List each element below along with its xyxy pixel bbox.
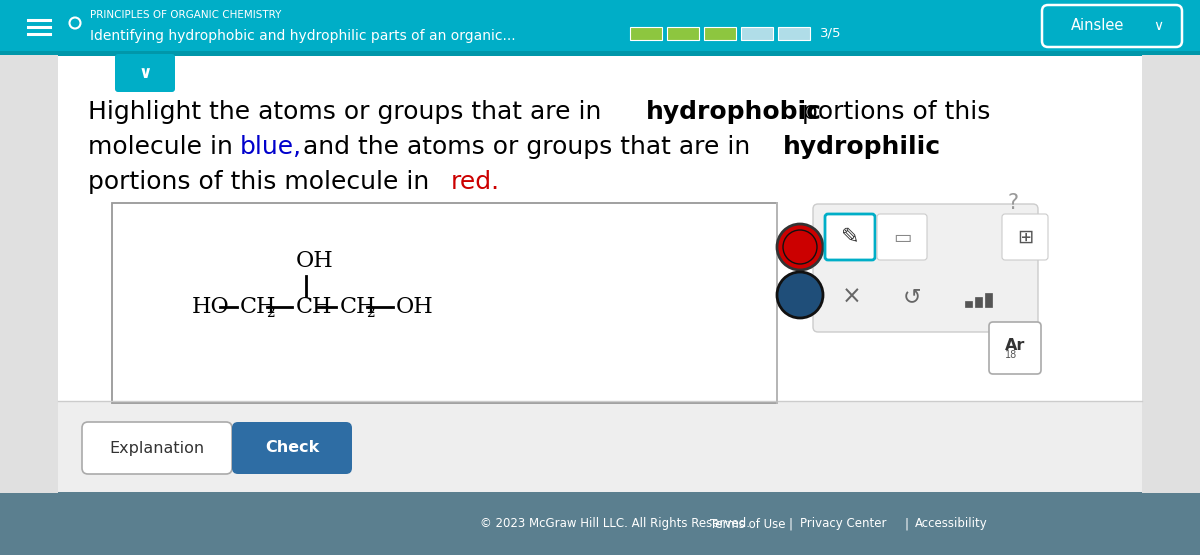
FancyBboxPatch shape	[826, 214, 875, 260]
Text: OH: OH	[296, 250, 334, 272]
Text: hydrophobic: hydrophobic	[646, 100, 822, 124]
Text: 18: 18	[1006, 350, 1018, 360]
Text: Identifying hydrophobic and hydrophilic parts of an organic...: Identifying hydrophobic and hydrophilic …	[90, 29, 516, 43]
Text: ⊞: ⊞	[1016, 228, 1033, 246]
Text: CH: CH	[296, 296, 332, 318]
Circle shape	[778, 272, 823, 318]
Text: and the atoms or groups that are in: and the atoms or groups that are in	[295, 135, 758, 159]
FancyBboxPatch shape	[0, 55, 58, 493]
Text: 3/5: 3/5	[820, 27, 841, 39]
Text: |: |	[790, 517, 793, 531]
FancyBboxPatch shape	[989, 322, 1042, 374]
Circle shape	[784, 230, 817, 264]
FancyBboxPatch shape	[115, 54, 175, 92]
Text: ∨: ∨	[1153, 19, 1163, 33]
Text: Privacy Center: Privacy Center	[800, 517, 887, 531]
Text: 2: 2	[266, 306, 275, 320]
Text: ?: ?	[1008, 193, 1019, 213]
FancyBboxPatch shape	[1002, 214, 1048, 260]
Text: Accessibility: Accessibility	[916, 517, 988, 531]
Text: |: |	[904, 517, 908, 531]
Text: Check: Check	[265, 441, 319, 456]
FancyBboxPatch shape	[232, 422, 352, 474]
Text: hydrophilic: hydrophilic	[784, 135, 941, 159]
FancyBboxPatch shape	[814, 204, 1038, 332]
FancyBboxPatch shape	[0, 492, 1200, 555]
Text: ↺: ↺	[902, 287, 922, 307]
Text: Ar: Ar	[1006, 337, 1025, 352]
FancyBboxPatch shape	[112, 203, 778, 403]
Text: © 2023 McGraw Hill LLC. All Rights Reserved.: © 2023 McGraw Hill LLC. All Rights Reser…	[480, 517, 750, 531]
FancyBboxPatch shape	[742, 27, 773, 39]
FancyBboxPatch shape	[0, 51, 1200, 56]
Text: molecule in: molecule in	[88, 135, 241, 159]
Text: PRINCIPLES OF ORGANIC CHEMISTRY: PRINCIPLES OF ORGANIC CHEMISTRY	[90, 10, 281, 20]
FancyBboxPatch shape	[965, 301, 972, 307]
FancyBboxPatch shape	[704, 27, 736, 39]
Text: blue,: blue,	[240, 135, 302, 159]
Text: red.: red.	[451, 170, 500, 194]
FancyBboxPatch shape	[0, 0, 1200, 52]
FancyBboxPatch shape	[82, 422, 232, 474]
Text: Explanation: Explanation	[109, 441, 204, 456]
Text: 2: 2	[366, 306, 374, 320]
FancyBboxPatch shape	[985, 293, 992, 307]
Text: CH: CH	[340, 296, 377, 318]
FancyBboxPatch shape	[58, 55, 1142, 493]
Text: CH: CH	[240, 296, 276, 318]
FancyBboxPatch shape	[667, 27, 698, 39]
Text: ×: ×	[842, 285, 862, 309]
Text: Terms of Use: Terms of Use	[710, 517, 786, 531]
Text: portions of this molecule in: portions of this molecule in	[88, 170, 437, 194]
FancyBboxPatch shape	[1142, 55, 1200, 493]
Text: OH: OH	[396, 296, 433, 318]
Text: ▭: ▭	[893, 228, 911, 246]
FancyBboxPatch shape	[778, 27, 810, 39]
Text: portions of this: portions of this	[794, 100, 990, 124]
FancyBboxPatch shape	[58, 401, 1142, 493]
Text: Ainslee: Ainslee	[1072, 18, 1124, 33]
Text: Highlight the atoms or groups that are in: Highlight the atoms or groups that are i…	[88, 100, 610, 124]
Text: ∨: ∨	[138, 64, 151, 82]
Text: HO: HO	[192, 296, 229, 318]
FancyBboxPatch shape	[877, 214, 928, 260]
Circle shape	[778, 224, 823, 270]
Text: ✎: ✎	[841, 227, 859, 247]
FancyBboxPatch shape	[630, 27, 662, 39]
FancyBboxPatch shape	[974, 297, 982, 307]
